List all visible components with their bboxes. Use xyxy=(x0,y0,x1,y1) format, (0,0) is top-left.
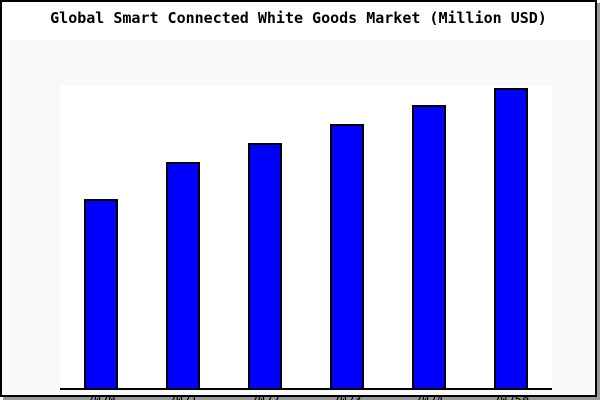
x-tick-label-2021: 2021 xyxy=(168,393,198,400)
chart-region: Source: Prof Research 202020212022202320… xyxy=(2,40,595,400)
x-tick-label-2023: 2023 xyxy=(332,393,362,400)
chart-title: Global Smart Connected White Goods Marke… xyxy=(50,9,547,27)
bar-2021 xyxy=(166,162,200,388)
plot-area xyxy=(60,85,552,390)
bar-2024 xyxy=(412,105,446,388)
bar-2025e xyxy=(494,88,528,388)
bar-2022 xyxy=(248,143,282,388)
bar-2023 xyxy=(330,124,364,388)
x-tick-label-2022: 2022 xyxy=(250,393,280,400)
bar-2020 xyxy=(84,199,118,388)
x-tick-label-2025e: 2025e xyxy=(492,393,530,400)
x-tick-label-2024: 2024 xyxy=(414,393,444,400)
x-tick-label-2020: 2020 xyxy=(86,393,116,400)
